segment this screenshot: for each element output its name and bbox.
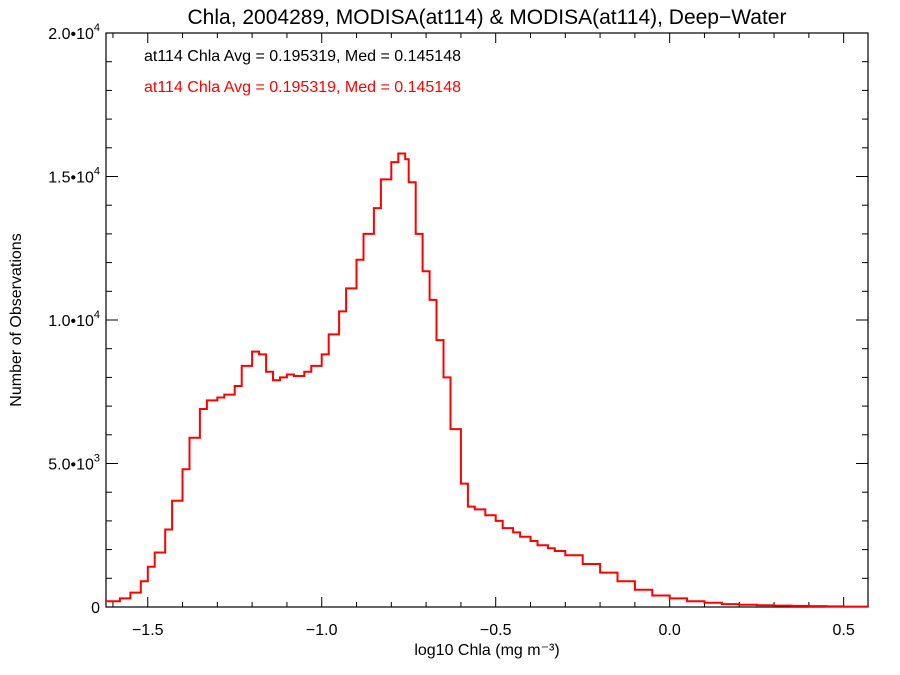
plot-frame — [105, 32, 869, 608]
x-axis-label: log10 Chla (mg m⁻³) — [414, 642, 559, 659]
y-axis-label: Number of Observations — [8, 233, 25, 406]
x-tick-label: 0.5 — [833, 622, 855, 639]
x-tick-label: −1.5 — [132, 622, 164, 639]
y-tick-labels: 0 5.0•103 1.0•104 1.5•104 2.0•104 — [48, 22, 100, 617]
x-tick-labels: −1.5 −1.0 −0.5 0.0 0.5 — [132, 622, 855, 639]
axis-ticks — [106, 32, 868, 608]
chart-title: Chla, 2004289, MODISA(at114) & MODISA(at… — [188, 6, 787, 29]
x-tick-label: −1.0 — [306, 622, 338, 639]
y-tick-label: 1.0•104 — [48, 309, 100, 330]
annotation-line-1: at114 Chla Avg = 0.195319, Med = 0.14514… — [144, 48, 461, 65]
y-tick-label: 2.0•104 — [48, 22, 100, 43]
y-tick-label: 1.5•104 — [48, 166, 100, 187]
x-tick-label: 0.0 — [659, 622, 681, 639]
series-step-line — [106, 152, 869, 608]
x-tick-label: −0.5 — [480, 622, 512, 639]
annotation-line-2: at114 Chla Avg = 0.195319, Med = 0.14514… — [144, 79, 461, 96]
y-tick-label: 0 — [91, 600, 100, 617]
y-tick-label: 5.0•103 — [48, 453, 100, 474]
